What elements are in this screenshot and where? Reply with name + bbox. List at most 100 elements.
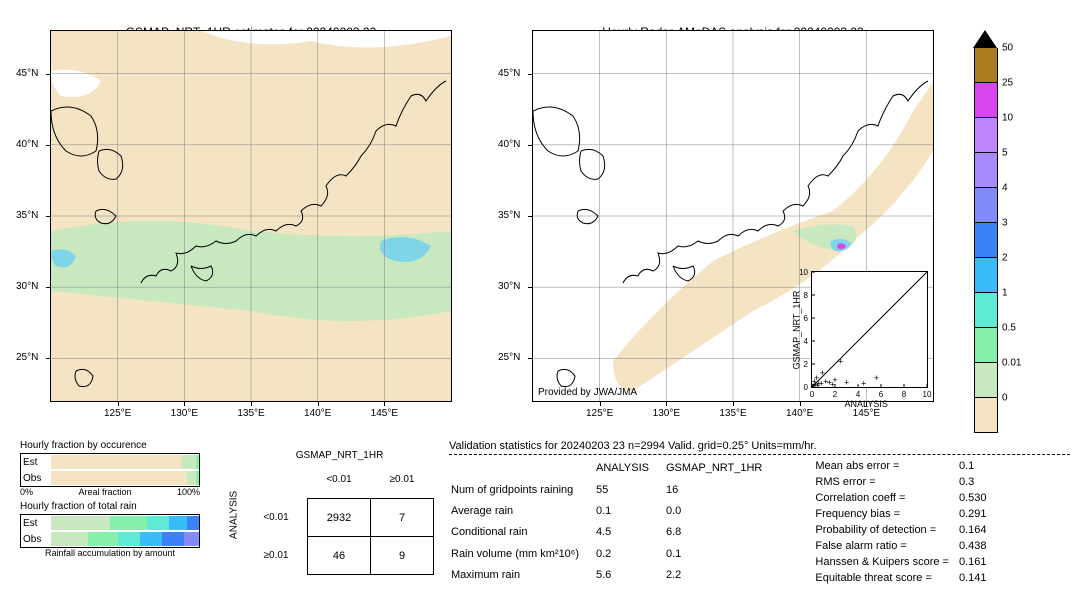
ytick: 30°N [16, 281, 38, 292]
stat-a: 5.6 [596, 566, 664, 585]
metric-label: False alarm ratio = [811, 539, 953, 553]
occurrence-title: Hourly fraction by occurence [20, 440, 200, 451]
totalrain-footer: Rainfall accumulation by amount [20, 548, 200, 558]
stat-label: Conditional rain [451, 523, 594, 542]
fbar-seg [196, 471, 199, 485]
fbar-seg [51, 471, 187, 485]
ytick: 35°N [16, 210, 38, 221]
cont-00: 2932 [308, 499, 371, 537]
metric-val: 0.438 [955, 539, 991, 553]
colorbar-label: 0.01 [1002, 358, 1021, 369]
xtick: 135°E [237, 408, 264, 419]
xtick: 140°E [786, 408, 813, 419]
fraction-panel: Hourly fraction by occurence EstObs 0% A… [20, 440, 200, 587]
colorbar-seg [974, 118, 998, 153]
svg-text:2: 2 [804, 360, 809, 369]
metric-val: 0.164 [955, 523, 991, 537]
cont-table: <0.01≥0.01 <0.01 2932 7 ≥0.01 46 9 [245, 461, 434, 575]
xtick: 145°E [371, 408, 398, 419]
left-map-svg [51, 31, 451, 401]
occurrence-bars: Est Obs [20, 453, 200, 487]
metric-val: 0.1 [955, 459, 991, 473]
scatter-xlabel: ANALYSIS [845, 399, 888, 409]
fbar-seg [169, 516, 187, 530]
svg-text:+: + [874, 373, 879, 383]
ytick: 45°N [16, 68, 38, 79]
colorbar-seg [974, 83, 998, 118]
fbar-seg [140, 532, 162, 546]
ytick: 45°N [498, 68, 520, 79]
fbar-seg [196, 455, 199, 469]
fbar-label: Obs [21, 473, 51, 484]
fbar-seg [187, 516, 199, 530]
scatter-svg: 00224466881010++++++++++++++++ [812, 272, 927, 387]
svg-text:8: 8 [804, 291, 809, 300]
colorbar-seg [974, 328, 998, 363]
svg-text:0: 0 [804, 383, 809, 392]
stat-b: 6.8 [666, 523, 777, 542]
colorbar-seg [974, 153, 998, 188]
fbar-row: Obs [21, 531, 199, 547]
svg-text:+: + [812, 376, 817, 386]
fbar-row: Est [21, 515, 199, 531]
ytick: 40°N [16, 139, 38, 150]
svg-text:6: 6 [804, 314, 809, 323]
colorbar-arrow-icon [973, 30, 997, 48]
fbar-row: Obs [21, 470, 199, 486]
fbar-label: Est [21, 518, 51, 529]
fbar-seg [162, 532, 184, 546]
svg-text:+: + [820, 368, 825, 378]
colorbar-label: 1 [1002, 288, 1008, 299]
cont-row0: <0.01 [245, 499, 308, 537]
colorbar-seg [974, 258, 998, 293]
svg-text:2: 2 [833, 390, 838, 399]
colorbar: 502510543210.50.010 [974, 30, 998, 410]
fbar-seg [51, 516, 110, 530]
stats-title: Validation statistics for 20240203 23 n=… [449, 440, 1070, 452]
cont-ylabel: ANALYSIS [229, 490, 240, 538]
occ-axis-right: 100% [177, 487, 200, 497]
svg-text:+: + [844, 377, 849, 387]
top-row: GSMAP_NRT_1HR estimates for 20240203 23 … [10, 10, 1070, 410]
left-map-panel: GSMAP_NRT_1HR estimates for 20240203 23 … [50, 30, 452, 410]
colorbar-label: 0 [1002, 393, 1008, 404]
colorbar-seg [974, 293, 998, 328]
stat-a: 4.5 [596, 523, 664, 542]
totalrain-title: Hourly fraction of total rain [20, 501, 200, 512]
metric-val: 0.530 [955, 491, 991, 505]
svg-text:4: 4 [804, 337, 809, 346]
xtick: 125°E [104, 408, 131, 419]
svg-text:+: + [816, 379, 821, 389]
ytick: 25°N [16, 352, 38, 363]
right-map-box: Provided by JWA/JMA 25°N30°N35°N40°N45°N… [532, 30, 934, 402]
totalrain-bars: Est Obs [20, 514, 200, 548]
metric-val: 0.161 [955, 555, 991, 569]
metric-label: RMS error = [811, 475, 953, 489]
metric-label: Hanssen & Kuipers score = [811, 555, 953, 569]
fbar-label: Est [21, 457, 51, 468]
stat-label: Maximum rain [451, 566, 594, 585]
ytick: 25°N [498, 352, 520, 363]
xtick: 130°E [171, 408, 198, 419]
stats-metrics: Mean abs error =0.1RMS error =0.3Correla… [809, 457, 992, 587]
cont-01: 7 [371, 499, 434, 537]
stat-label: Num of gridpoints raining [451, 480, 594, 499]
xtick: 130°E [653, 408, 680, 419]
fbar-seg [51, 455, 181, 469]
xtick: 135°E [719, 408, 746, 419]
fbar-seg [147, 516, 169, 530]
colorbar-seg [974, 48, 998, 83]
metric-label: Frequency bias = [811, 507, 953, 521]
cont-row1: ≥0.01 [245, 537, 308, 575]
colorbar-label: 50 [1002, 43, 1013, 54]
colorbar-label: 0.5 [1002, 323, 1016, 334]
cont-10: 46 [308, 537, 371, 575]
stat-a: 55 [596, 480, 664, 499]
fbar-seg [181, 455, 196, 469]
ytick: 30°N [498, 281, 520, 292]
xtick: 140°E [304, 408, 331, 419]
fbar-row: Est [21, 454, 199, 470]
colorbar-label: 25 [1002, 78, 1013, 89]
colorbar-label: 10 [1002, 113, 1013, 124]
metric-val: 0.291 [955, 507, 991, 521]
